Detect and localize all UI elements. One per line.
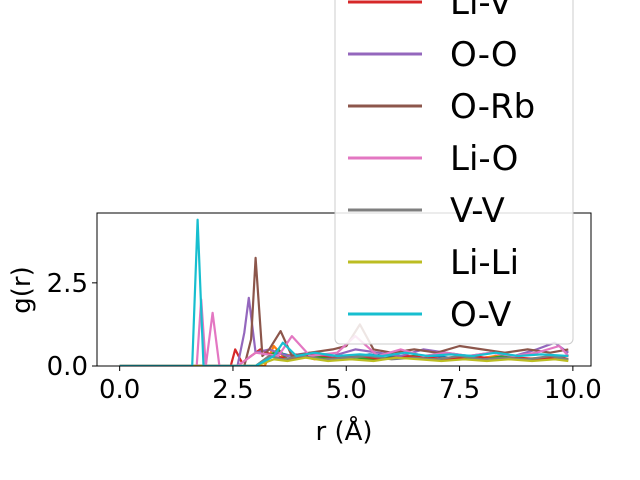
series-line-o-v <box>119 218 569 366</box>
x-axis-label: r (Å) <box>315 415 372 447</box>
x-tick-label: 5.0 <box>326 375 367 405</box>
legend-entry-label: Li-Li <box>450 243 519 283</box>
legend-entry-label: O-Rb <box>450 87 535 127</box>
legend-entry-label: Li-O <box>450 139 518 179</box>
legend: Li-V O-O O-Rb Li-O V-V Li-Li O-V <box>334 0 574 345</box>
legend-entry-label: O-O <box>450 35 518 75</box>
series-line-li-li <box>119 356 569 366</box>
axis-ticks: 0.0 2.5 5.0 7.5 10.0 0.0 2.5 <box>47 269 602 405</box>
legend-frame <box>334 0 574 345</box>
series-line-o-rb <box>119 256 569 366</box>
legend-entry-label: Li-V <box>450 0 512 23</box>
y-tick-label: 0.0 <box>47 352 88 382</box>
x-tick-label: 7.5 <box>439 375 480 405</box>
y-tick-label: 2.5 <box>47 269 88 299</box>
series-lines <box>119 218 570 366</box>
legend-entry-label: V-V <box>450 191 505 231</box>
x-tick-label: 2.5 <box>212 375 253 405</box>
y-axis-label: g(r) <box>7 266 37 313</box>
legend-entry-label: O-V <box>450 295 511 335</box>
x-tick-label: 10.0 <box>544 375 602 405</box>
x-tick-label: 0.0 <box>99 375 140 405</box>
